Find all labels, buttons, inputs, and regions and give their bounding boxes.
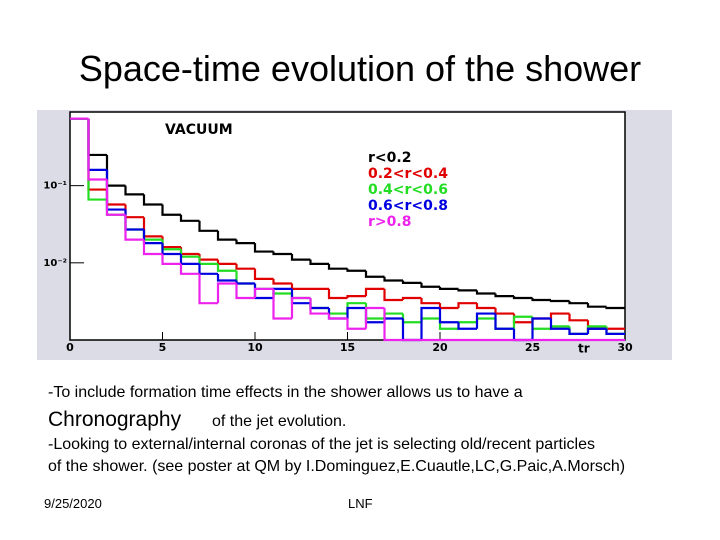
histogram-bin <box>327 263 348 270</box>
histogram-bin <box>346 268 366 272</box>
histogram-bin <box>364 270 385 278</box>
histogram-bin <box>216 273 237 282</box>
histogram-bin <box>494 293 514 298</box>
histogram-bin <box>512 296 533 300</box>
histogram-bin <box>383 276 403 282</box>
histogram-bin <box>364 306 385 329</box>
histogram-bin <box>105 179 126 216</box>
plot-frame <box>69 111 626 341</box>
histogram-bin <box>438 286 459 290</box>
histogram-bin <box>216 282 237 304</box>
annotation: VACUUM <box>165 122 233 138</box>
histogram-bin <box>216 230 237 241</box>
histogram-bin <box>475 303 496 310</box>
histogram-bin <box>179 214 200 222</box>
slide-title: Space-time evolution of the shower <box>78 48 642 89</box>
histogram-bin <box>142 194 163 206</box>
footer-date: 9/25/2020 <box>44 496 102 511</box>
histogram-bin <box>272 288 292 320</box>
histogram-bin <box>253 287 274 299</box>
histogram-bin <box>586 327 607 334</box>
histogram-bin <box>420 298 440 305</box>
histogram-bin <box>346 318 366 330</box>
footer-center: LNF <box>348 496 373 511</box>
histogram-bin <box>531 317 551 340</box>
histogram-bin <box>568 328 588 335</box>
histogram-bin <box>420 282 440 288</box>
histogram-bin <box>383 288 403 302</box>
histogram-bin <box>87 118 107 181</box>
histogram-bin <box>290 254 311 261</box>
histogram-bin <box>161 204 181 216</box>
legend-entry: 0.4<r<0.6 <box>368 182 448 198</box>
text-line: of the shower. (see poster at QM by I.Do… <box>48 458 626 475</box>
x-tick-label: 0 <box>66 341 74 354</box>
legend-entry: 0.2<r<0.4 <box>368 166 448 182</box>
y-tick-label: 10⁻¹ <box>43 181 67 192</box>
histogram-bin <box>605 328 625 335</box>
histogram-bin <box>235 283 255 300</box>
histogram-bin <box>383 307 403 342</box>
y-tick-label: 10⁻² <box>43 258 67 269</box>
histogram-bin <box>253 243 274 253</box>
legend-entry: r<0.2 <box>368 150 411 166</box>
histogram-bin <box>549 299 570 303</box>
histogram-bin <box>549 312 570 319</box>
histogram-bin <box>235 263 255 270</box>
histogram-bin <box>586 303 607 308</box>
histogram-bin <box>512 315 533 329</box>
x-tick-label: 5 <box>159 341 167 354</box>
text-line: -To include formation time effects in th… <box>48 384 523 401</box>
text-line: -Looking to external/internal coronas of… <box>48 436 595 453</box>
emphasis-text: Chronography <box>48 408 182 431</box>
x-tick-label: 25 <box>525 341 540 354</box>
x-axis-label: tr <box>578 342 590 356</box>
histogram-bin <box>327 288 348 300</box>
histogram-bin <box>216 263 237 272</box>
histogram-bin <box>475 290 496 295</box>
legend-entry: 0.6<r<0.8 <box>368 198 448 214</box>
histogram-bin <box>364 287 385 297</box>
histogram-bin <box>605 306 625 310</box>
histogram-bin <box>457 322 477 330</box>
x-tick-label: 10 <box>247 341 263 354</box>
histogram-bin <box>346 306 366 319</box>
histogram-bin <box>124 185 144 196</box>
histogram-bin <box>346 295 366 299</box>
histogram-bin <box>568 301 588 305</box>
histogram-bin <box>327 313 348 320</box>
histogram-bin <box>494 313 514 330</box>
histogram-bin <box>272 278 292 285</box>
legend-entry: r>0.8 <box>368 214 411 230</box>
x-tick-label: 30 <box>617 341 633 354</box>
histogram-bin <box>124 214 144 241</box>
histogram-bin <box>401 296 422 300</box>
x-tick-label: 15 <box>340 341 355 354</box>
x-tick-label: 20 <box>432 341 448 354</box>
histogram-bin <box>142 239 163 256</box>
histogram-bin <box>161 254 181 265</box>
histogram-bin <box>401 280 422 284</box>
histogram-bin <box>568 313 588 322</box>
histogram-bin <box>179 263 200 275</box>
histogram-bin <box>253 268 274 280</box>
histogram-bin <box>198 220 218 232</box>
histogram-bin <box>475 312 496 329</box>
histogram-bin <box>235 239 255 245</box>
histogram-bin <box>198 273 218 305</box>
histogram-bin <box>309 259 329 265</box>
histogram-bin <box>549 318 570 330</box>
histogram-bin <box>420 306 440 340</box>
histogram-bin <box>272 251 292 256</box>
histogram-bin <box>457 288 477 292</box>
histogram-bin <box>290 296 311 319</box>
histogram-bin <box>531 298 551 302</box>
histogram-bin <box>309 298 329 315</box>
histogram-bin <box>457 302 477 308</box>
histogram-bin <box>438 307 459 324</box>
text-line: of the jet evolution. <box>212 413 347 430</box>
